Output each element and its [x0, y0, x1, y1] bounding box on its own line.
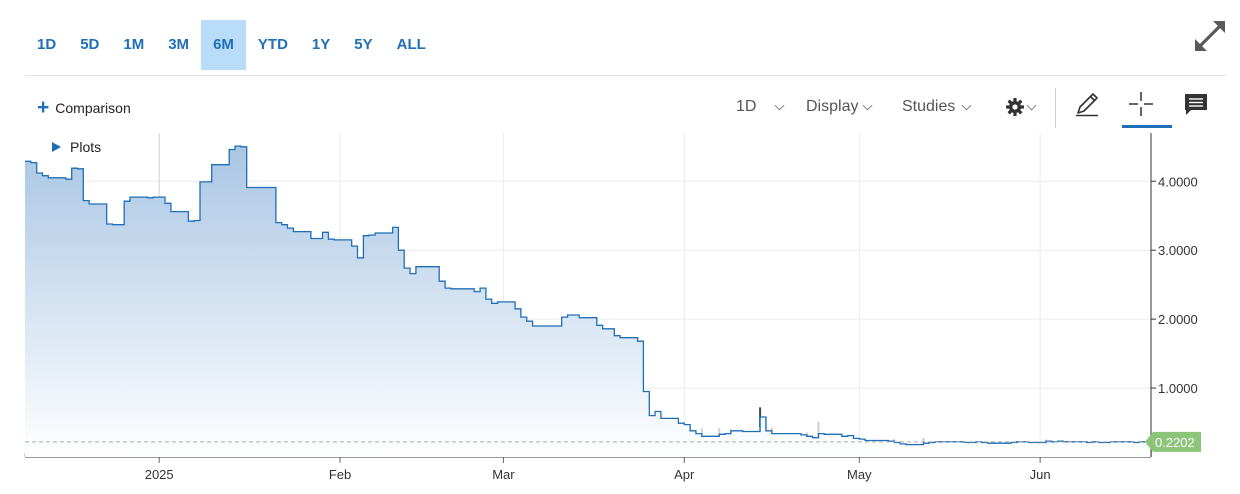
price-area: [25, 146, 1151, 457]
range-3m-button[interactable]: 3M: [168, 36, 190, 53]
crosshair-active-indicator: [1122, 125, 1172, 128]
range-6m-button[interactable]: 6M: [201, 20, 246, 70]
last-price-marker: 0.2202: [1145, 431, 1201, 452]
interval-dropdown[interactable]: 1D: [736, 93, 785, 121]
x-tick-label: Mar: [492, 467, 515, 482]
display-dropdown[interactable]: Display: [806, 93, 873, 121]
comparison-label: Comparison: [55, 100, 131, 116]
x-axis: 2025 Feb Mar Apr May Jun: [25, 457, 1151, 482]
x-tick-label: Feb: [329, 467, 351, 482]
plus-icon: +: [37, 96, 50, 119]
range-all-button[interactable]: ALL: [396, 36, 426, 53]
range-1d-button[interactable]: 1D: [37, 36, 57, 53]
crosshair-icon[interactable]: [1127, 90, 1155, 118]
plots-label: Plots: [70, 139, 102, 155]
comparison-button[interactable]: + Comparison: [37, 96, 131, 119]
studies-dropdown[interactable]: Studies: [902, 93, 972, 121]
y-tick-label: 3.0000: [1158, 243, 1198, 258]
x-tick-label: May: [847, 467, 872, 482]
interval-label: 1D: [736, 98, 757, 115]
comment-icon[interactable]: [1182, 90, 1210, 118]
y-tick-label: 2.0000: [1158, 312, 1198, 327]
play-triangle-icon: [52, 142, 61, 152]
range-1y-button[interactable]: 1Y: [311, 36, 331, 53]
range-selector: 1D 5D 1M 3M 6M YTD 1Y 5Y ALL: [25, 20, 438, 70]
y-tick-label: 4.0000: [1158, 174, 1198, 189]
range-5d-button[interactable]: 5D: [80, 36, 100, 53]
x-tick-label: Jun: [1030, 467, 1051, 482]
settings-icon: [1006, 98, 1024, 116]
y-tick-label: 1.0000: [1158, 381, 1198, 396]
y-axis: 1.0000 2.0000 3.0000 4.0000: [1151, 174, 1198, 396]
plots-toggle[interactable]: Plots: [52, 139, 101, 155]
range-5y-button[interactable]: 5Y: [354, 36, 373, 53]
range-1m-button[interactable]: 1M: [123, 36, 145, 53]
settings-dropdown[interactable]: [1005, 93, 1037, 121]
last-price-tag: [1145, 431, 1201, 452]
studies-label: Studies: [902, 98, 956, 115]
x-tick-label: 2025: [145, 467, 174, 482]
header-divider: [25, 75, 1226, 76]
toolbar-separator: [1055, 88, 1056, 128]
range-ytd-button[interactable]: YTD: [257, 36, 288, 53]
display-label: Display: [806, 98, 859, 115]
expand-icon[interactable]: [1192, 18, 1228, 54]
x-tick-label: Apr: [674, 467, 695, 482]
last-price-label: 0.2202: [1155, 435, 1195, 450]
draw-pencil-icon[interactable]: [1073, 90, 1101, 118]
